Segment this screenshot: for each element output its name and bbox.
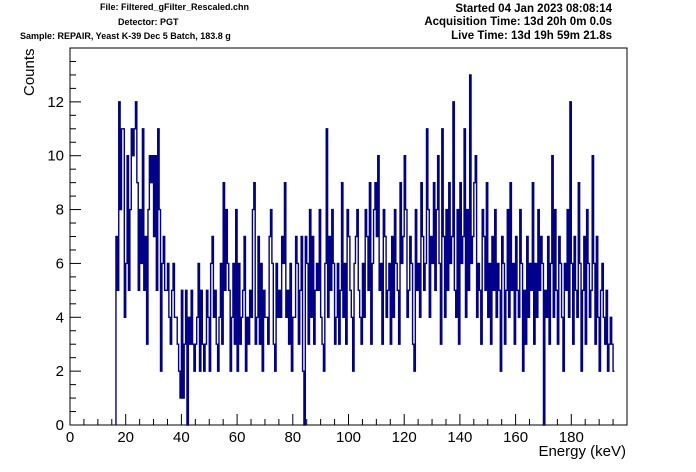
y-tick-label: 12 — [47, 94, 64, 111]
acquisition-time-label: Acquisition Time: 13d 20h 0m 0.0s — [424, 16, 612, 28]
y-tick-label: 4 — [56, 309, 64, 326]
y-tick-label: 6 — [56, 255, 64, 272]
started-label: Started 04 Jan 2023 08:08:14 — [455, 3, 612, 15]
x-tick-label: 80 — [284, 429, 301, 446]
x-tick-label: 40 — [173, 429, 190, 446]
live-time-label: Live Time: 13d 19h 59m 21.8s — [451, 30, 612, 42]
y-tick-label: 8 — [56, 202, 64, 219]
x-tick-label: 160 — [503, 429, 528, 446]
y-axis-title: Counts — [21, 48, 38, 96]
spectrum-series-line — [115, 74, 615, 426]
detector-label: Detector: PGT — [118, 17, 179, 27]
x-tick-label: 180 — [559, 429, 584, 446]
x-tick-label: 140 — [447, 429, 472, 446]
y-tick-label: 2 — [56, 363, 64, 380]
x-axis-title: Energy (keV) — [538, 443, 626, 460]
file-label: File: Filtered_gFilter_Rescaled.chn — [100, 2, 250, 12]
x-tick-label: 120 — [392, 429, 417, 446]
axis-ticks — [69, 47, 628, 426]
y-tick-label: 10 — [47, 148, 64, 165]
x-tick-label: 20 — [117, 429, 134, 446]
y-tick-label: 0 — [56, 417, 64, 434]
x-tick-label: 60 — [229, 429, 246, 446]
axis-tick-labels: 0 20 40 60 80 100 120 140 160 180 0 2 4 6 8 10 12 — [47, 94, 584, 446]
sample-label: Sample: REPAIR, Yeast K-39 Dec 5 Batch, … — [20, 31, 231, 41]
x-tick-label: 100 — [336, 429, 361, 446]
x-tick-label: 0 — [66, 429, 74, 446]
